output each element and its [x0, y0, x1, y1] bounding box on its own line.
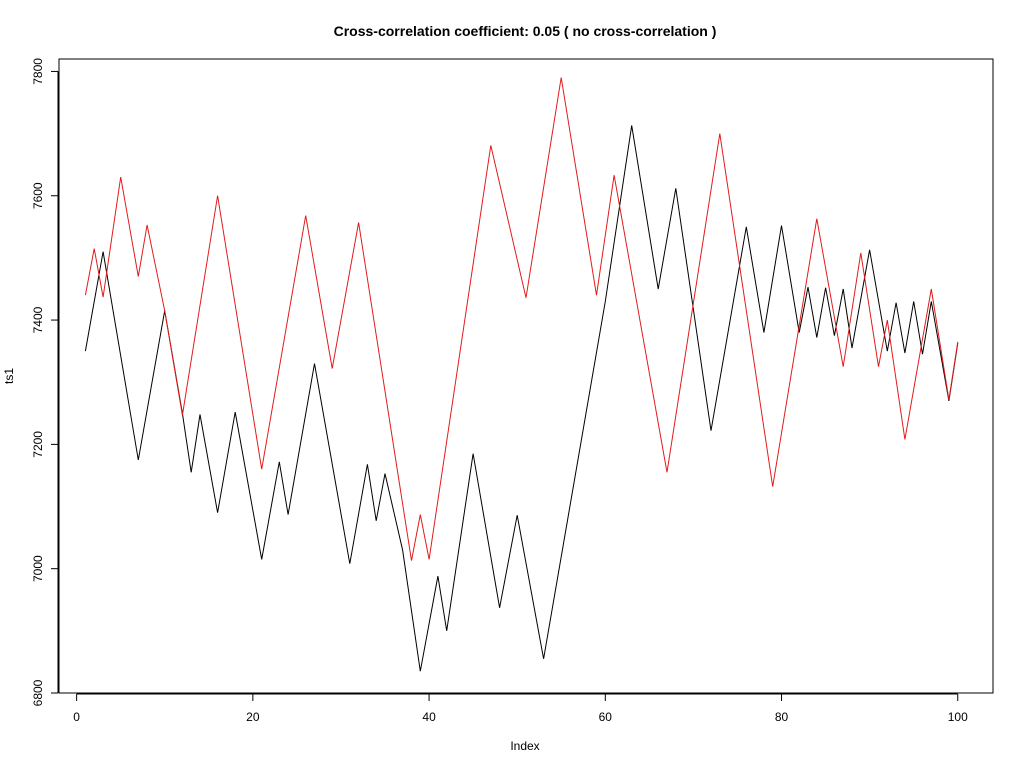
- y-tick-label: 6800: [31, 679, 45, 706]
- series-line: [85, 78, 957, 561]
- y-tick-label: 7600: [31, 182, 45, 209]
- series-1: [85, 125, 957, 671]
- x-tick-label: 0: [73, 710, 80, 724]
- series-2: [85, 78, 957, 561]
- series-layer: [85, 78, 957, 672]
- series-line: [85, 126, 957, 672]
- y-axis-label: ts1: [2, 368, 16, 384]
- x-tick-label: 60: [599, 710, 613, 724]
- y-tick-label: 7200: [31, 431, 45, 458]
- y-tick-label: 7400: [31, 306, 45, 333]
- y-axis: 6800 7000 7200 7400 7600 7800: [31, 58, 58, 707]
- plot-frame: [59, 59, 993, 693]
- chart-title: Cross-correlation coefficient: 0.05 ( no…: [334, 23, 717, 39]
- x-tick-label: 100: [948, 710, 968, 724]
- y-tick-label: 7800: [31, 58, 45, 85]
- y-tick-label: 7000: [31, 555, 45, 582]
- x-tick-label: 40: [422, 710, 436, 724]
- x-axis: 0 20 40 60 80 100: [73, 694, 968, 724]
- x-axis-label: Index: [510, 739, 539, 753]
- x-tick-label: 20: [246, 710, 260, 724]
- x-tick-label: 80: [775, 710, 789, 724]
